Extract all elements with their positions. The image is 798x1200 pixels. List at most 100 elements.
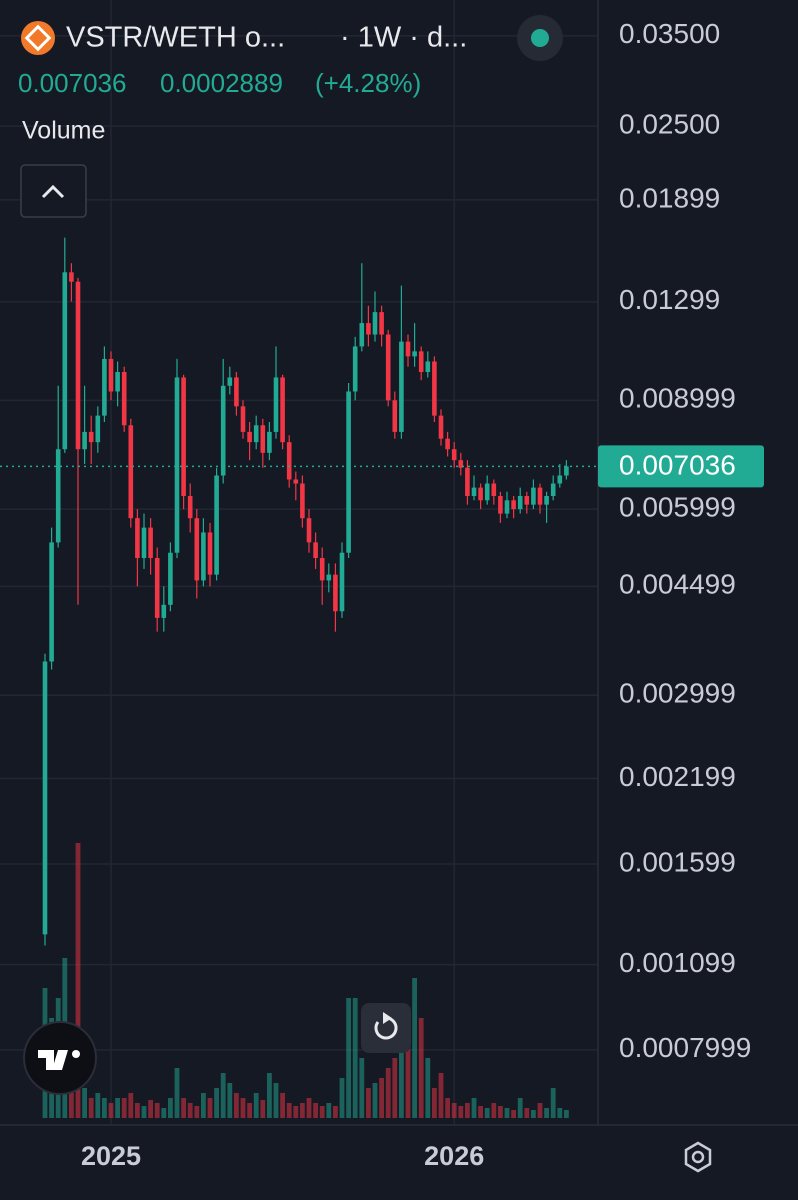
volume-bar xyxy=(438,1073,444,1118)
volume-bar xyxy=(366,1088,371,1118)
volume-bar xyxy=(273,1083,279,1118)
candle-body xyxy=(445,438,450,450)
candle-body xyxy=(550,483,556,497)
last-price: 0.007036 xyxy=(18,68,126,98)
candle-body xyxy=(286,442,292,480)
volume-bar xyxy=(445,1098,450,1118)
candle-body xyxy=(484,483,490,501)
candle-body xyxy=(524,496,530,505)
volume-bar xyxy=(227,1083,233,1118)
candle-body xyxy=(121,372,127,426)
candle-body xyxy=(42,661,48,935)
candle-body xyxy=(168,552,173,605)
candle-body xyxy=(405,341,411,357)
volume-bar xyxy=(412,978,417,1118)
volume-bar xyxy=(161,1108,167,1118)
volume-bar xyxy=(405,1043,411,1118)
candle-body xyxy=(313,542,318,559)
candle-body xyxy=(148,527,153,559)
status-dot xyxy=(531,29,549,47)
candle-body xyxy=(69,272,74,282)
reset-icon xyxy=(374,1016,398,1040)
settings-button[interactable] xyxy=(684,1141,712,1173)
volume-bar xyxy=(511,1110,516,1118)
candle-body xyxy=(102,358,107,416)
candle-body xyxy=(465,467,470,497)
volume-bar xyxy=(425,1058,431,1118)
candle-body xyxy=(392,400,398,432)
volume-bar xyxy=(392,1058,398,1118)
y-tick-label: 0.002199 xyxy=(619,761,736,792)
candle-body xyxy=(504,500,510,514)
volume-bar xyxy=(379,1078,384,1118)
volume-bar xyxy=(385,1068,391,1118)
last-price-tag xyxy=(598,445,764,488)
volume-bar xyxy=(95,1093,101,1118)
y-tick-label: 0.02500 xyxy=(619,109,720,140)
y-tick-label: 0.001599 xyxy=(619,846,736,877)
candle-body xyxy=(438,415,444,439)
interval[interactable]: · 1W · d... xyxy=(340,22,467,54)
y-tick-label: 0.008999 xyxy=(619,383,736,414)
candle-body xyxy=(399,341,404,432)
candle-body xyxy=(115,372,120,392)
candle-body xyxy=(372,312,378,335)
change-percent: (+4.28%) xyxy=(315,68,421,98)
y-tick-label: 0.001099 xyxy=(619,947,736,978)
volume-bar xyxy=(524,1108,530,1118)
candle-body xyxy=(326,574,332,581)
volume-bar xyxy=(102,1098,107,1118)
volume-bar xyxy=(214,1088,219,1118)
candle-body xyxy=(75,281,81,450)
candle-body xyxy=(207,532,213,575)
candle-body xyxy=(432,361,437,416)
volume-bar xyxy=(333,1106,338,1118)
volume-bar xyxy=(537,1103,543,1118)
candle-body xyxy=(174,377,180,553)
candle-body xyxy=(451,449,457,461)
candle-body xyxy=(425,361,431,373)
candle-body xyxy=(564,466,569,476)
candle-body xyxy=(517,496,523,510)
volume-bar xyxy=(300,1103,305,1118)
candle-body xyxy=(498,496,503,514)
symbol-icon[interactable] xyxy=(21,21,55,55)
reset-button[interactable] xyxy=(361,1003,411,1053)
volume-bar xyxy=(174,1068,180,1118)
volume-bar xyxy=(148,1100,153,1118)
volume-bar xyxy=(141,1106,147,1118)
candle-body xyxy=(220,385,226,476)
volume-bar xyxy=(557,1108,563,1118)
symbol-title[interactable]: VSTR/WETH o... xyxy=(66,22,285,54)
x-tick-label: 2026 xyxy=(424,1141,484,1171)
candle-body xyxy=(300,483,305,519)
y-tick-label: 0.005999 xyxy=(619,492,736,523)
volume-bar xyxy=(478,1106,483,1118)
candle-body xyxy=(471,487,477,497)
candle-body xyxy=(537,487,543,505)
volume-bar xyxy=(253,1093,259,1118)
candle-body xyxy=(293,479,299,484)
volume-bar xyxy=(451,1103,457,1118)
candle-body xyxy=(240,406,246,432)
volume-bar xyxy=(564,1110,569,1118)
volume-bar xyxy=(88,1098,94,1118)
volume-bar xyxy=(135,1103,140,1118)
volume-bar xyxy=(399,1028,404,1118)
candle-body xyxy=(181,377,186,497)
candle-body xyxy=(557,475,563,484)
candle-body xyxy=(201,532,206,581)
volume-bar xyxy=(498,1106,503,1118)
volume-bar xyxy=(128,1093,134,1118)
volume-bar xyxy=(121,1098,127,1118)
volume-bar xyxy=(201,1093,206,1118)
volume-bar xyxy=(240,1098,246,1118)
volume-bar xyxy=(207,1098,213,1118)
volume-bar xyxy=(432,1088,437,1118)
last-price-label: 0.007036 xyxy=(619,450,736,481)
candle-body xyxy=(194,518,200,581)
symbol-icon-glyph xyxy=(24,24,52,52)
candle-body xyxy=(49,542,54,662)
collapse-button[interactable] xyxy=(20,164,87,218)
candle-body xyxy=(128,425,134,519)
